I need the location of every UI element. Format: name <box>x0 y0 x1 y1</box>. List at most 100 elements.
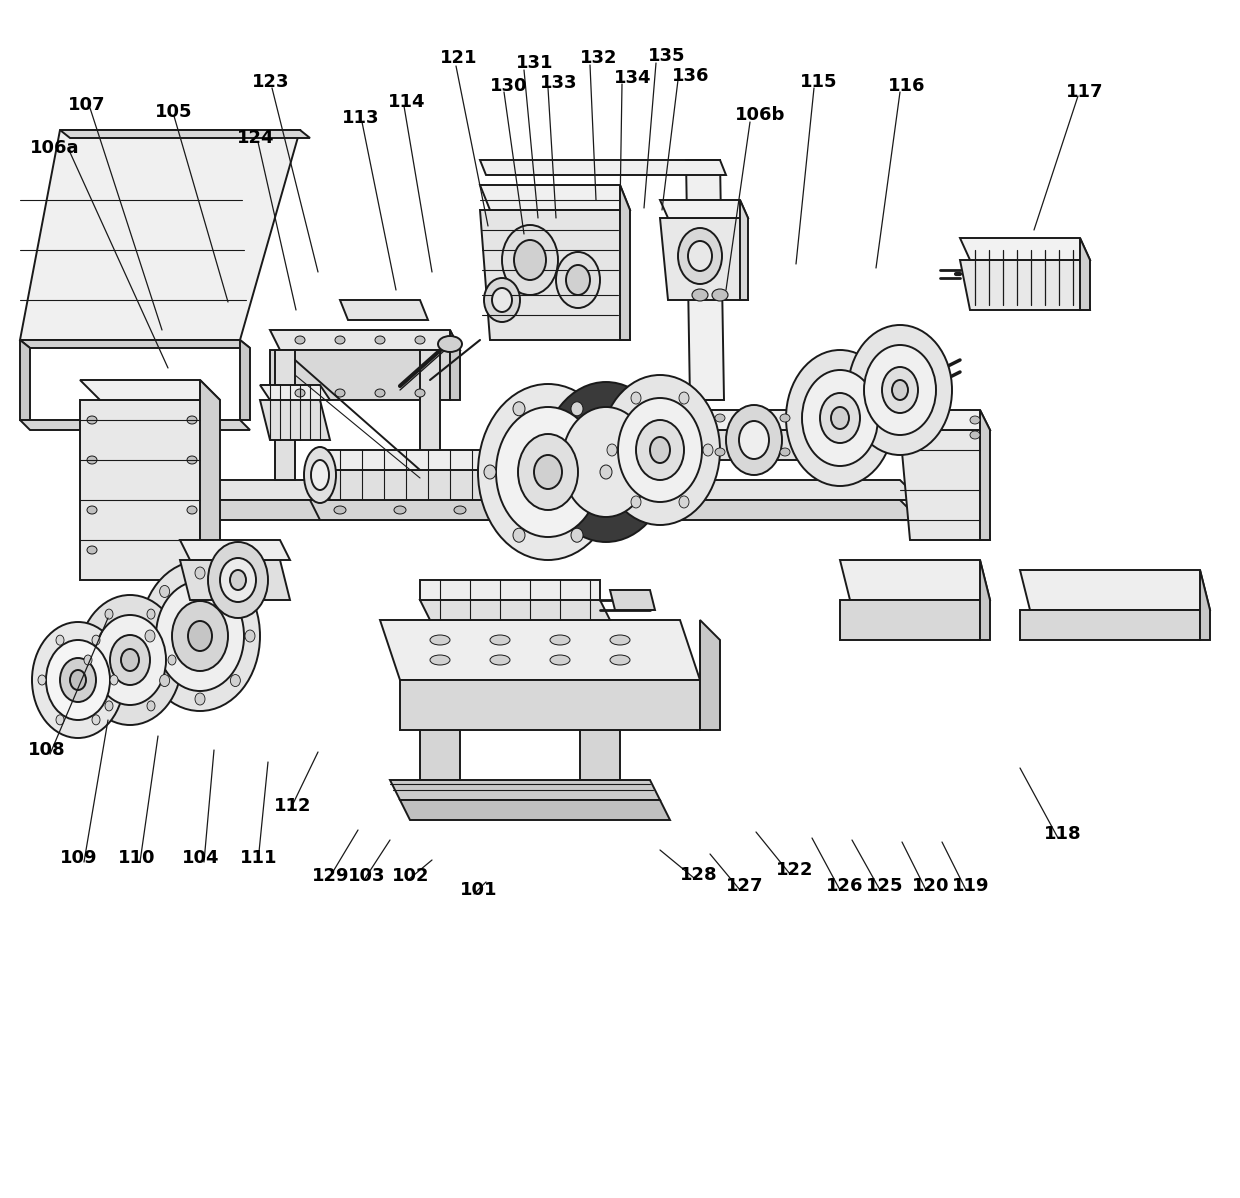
Polygon shape <box>260 400 330 440</box>
Text: 120: 120 <box>911 877 950 895</box>
Ellipse shape <box>195 692 205 704</box>
Ellipse shape <box>712 289 728 301</box>
Ellipse shape <box>172 601 228 671</box>
Ellipse shape <box>156 581 244 691</box>
Ellipse shape <box>394 506 405 514</box>
Ellipse shape <box>562 407 650 518</box>
Text: 111: 111 <box>241 849 278 867</box>
Ellipse shape <box>502 461 518 489</box>
Text: 133: 133 <box>539 74 578 92</box>
Text: 105: 105 <box>155 103 192 121</box>
Ellipse shape <box>46 640 110 720</box>
Text: 107: 107 <box>68 96 105 114</box>
Text: 119: 119 <box>952 877 990 895</box>
Ellipse shape <box>610 635 630 645</box>
Ellipse shape <box>110 635 150 685</box>
Polygon shape <box>660 218 748 300</box>
Ellipse shape <box>84 655 92 665</box>
Text: 116: 116 <box>888 77 925 95</box>
Polygon shape <box>660 200 748 218</box>
Text: 103: 103 <box>348 867 386 885</box>
Polygon shape <box>320 470 510 500</box>
Ellipse shape <box>335 335 345 344</box>
Ellipse shape <box>650 437 670 462</box>
Ellipse shape <box>208 541 268 618</box>
Ellipse shape <box>492 288 512 311</box>
Ellipse shape <box>831 407 849 429</box>
Text: 115: 115 <box>800 73 837 91</box>
Ellipse shape <box>680 496 689 508</box>
Ellipse shape <box>167 655 176 665</box>
Ellipse shape <box>187 546 197 553</box>
Text: 130: 130 <box>490 77 527 95</box>
Polygon shape <box>270 350 450 400</box>
Ellipse shape <box>780 415 790 422</box>
Polygon shape <box>180 559 290 600</box>
Polygon shape <box>839 559 990 600</box>
Ellipse shape <box>374 389 384 397</box>
Ellipse shape <box>430 655 450 665</box>
Polygon shape <box>401 800 670 819</box>
Text: 131: 131 <box>516 54 553 72</box>
Ellipse shape <box>892 380 908 400</box>
Ellipse shape <box>556 252 600 308</box>
Ellipse shape <box>703 444 713 456</box>
Ellipse shape <box>415 335 425 344</box>
Text: 114: 114 <box>388 93 425 111</box>
Text: 101: 101 <box>460 881 497 898</box>
Polygon shape <box>81 380 219 400</box>
Polygon shape <box>310 500 529 520</box>
Text: 122: 122 <box>776 861 813 879</box>
Ellipse shape <box>715 415 725 422</box>
Polygon shape <box>800 410 810 460</box>
Ellipse shape <box>94 615 166 704</box>
Ellipse shape <box>864 345 936 435</box>
Text: 108: 108 <box>29 742 66 760</box>
Ellipse shape <box>231 674 241 686</box>
Polygon shape <box>270 329 460 350</box>
Ellipse shape <box>187 506 197 514</box>
Ellipse shape <box>477 385 618 559</box>
Polygon shape <box>60 131 310 138</box>
Ellipse shape <box>688 241 712 271</box>
Ellipse shape <box>534 455 562 489</box>
Ellipse shape <box>374 335 384 344</box>
Polygon shape <box>200 380 219 580</box>
Polygon shape <box>686 161 724 400</box>
Text: 135: 135 <box>649 47 686 65</box>
Polygon shape <box>480 184 630 210</box>
Ellipse shape <box>631 496 641 508</box>
Ellipse shape <box>87 416 97 424</box>
Text: 106b: 106b <box>735 105 785 125</box>
Polygon shape <box>81 400 200 580</box>
Text: 121: 121 <box>440 49 477 67</box>
Polygon shape <box>500 450 510 500</box>
Ellipse shape <box>92 715 100 725</box>
Ellipse shape <box>295 389 305 397</box>
Ellipse shape <box>495 449 525 501</box>
Ellipse shape <box>631 392 641 404</box>
Polygon shape <box>379 621 701 680</box>
Polygon shape <box>180 500 920 520</box>
Ellipse shape <box>78 595 182 725</box>
Ellipse shape <box>484 465 496 479</box>
Text: 123: 123 <box>252 73 289 91</box>
Polygon shape <box>20 131 300 340</box>
Text: 125: 125 <box>866 877 904 895</box>
Text: 127: 127 <box>725 877 764 895</box>
Ellipse shape <box>715 448 725 456</box>
Polygon shape <box>610 589 655 610</box>
Ellipse shape <box>304 447 336 503</box>
Text: 106a: 106a <box>30 139 79 157</box>
Ellipse shape <box>60 658 95 702</box>
Ellipse shape <box>32 622 124 738</box>
Ellipse shape <box>678 228 722 284</box>
Ellipse shape <box>415 389 425 397</box>
Ellipse shape <box>246 630 255 642</box>
Polygon shape <box>980 410 990 540</box>
Text: 113: 113 <box>342 109 379 127</box>
Polygon shape <box>275 350 295 480</box>
Polygon shape <box>1021 570 1210 610</box>
Text: 102: 102 <box>392 867 429 885</box>
Polygon shape <box>420 580 600 600</box>
